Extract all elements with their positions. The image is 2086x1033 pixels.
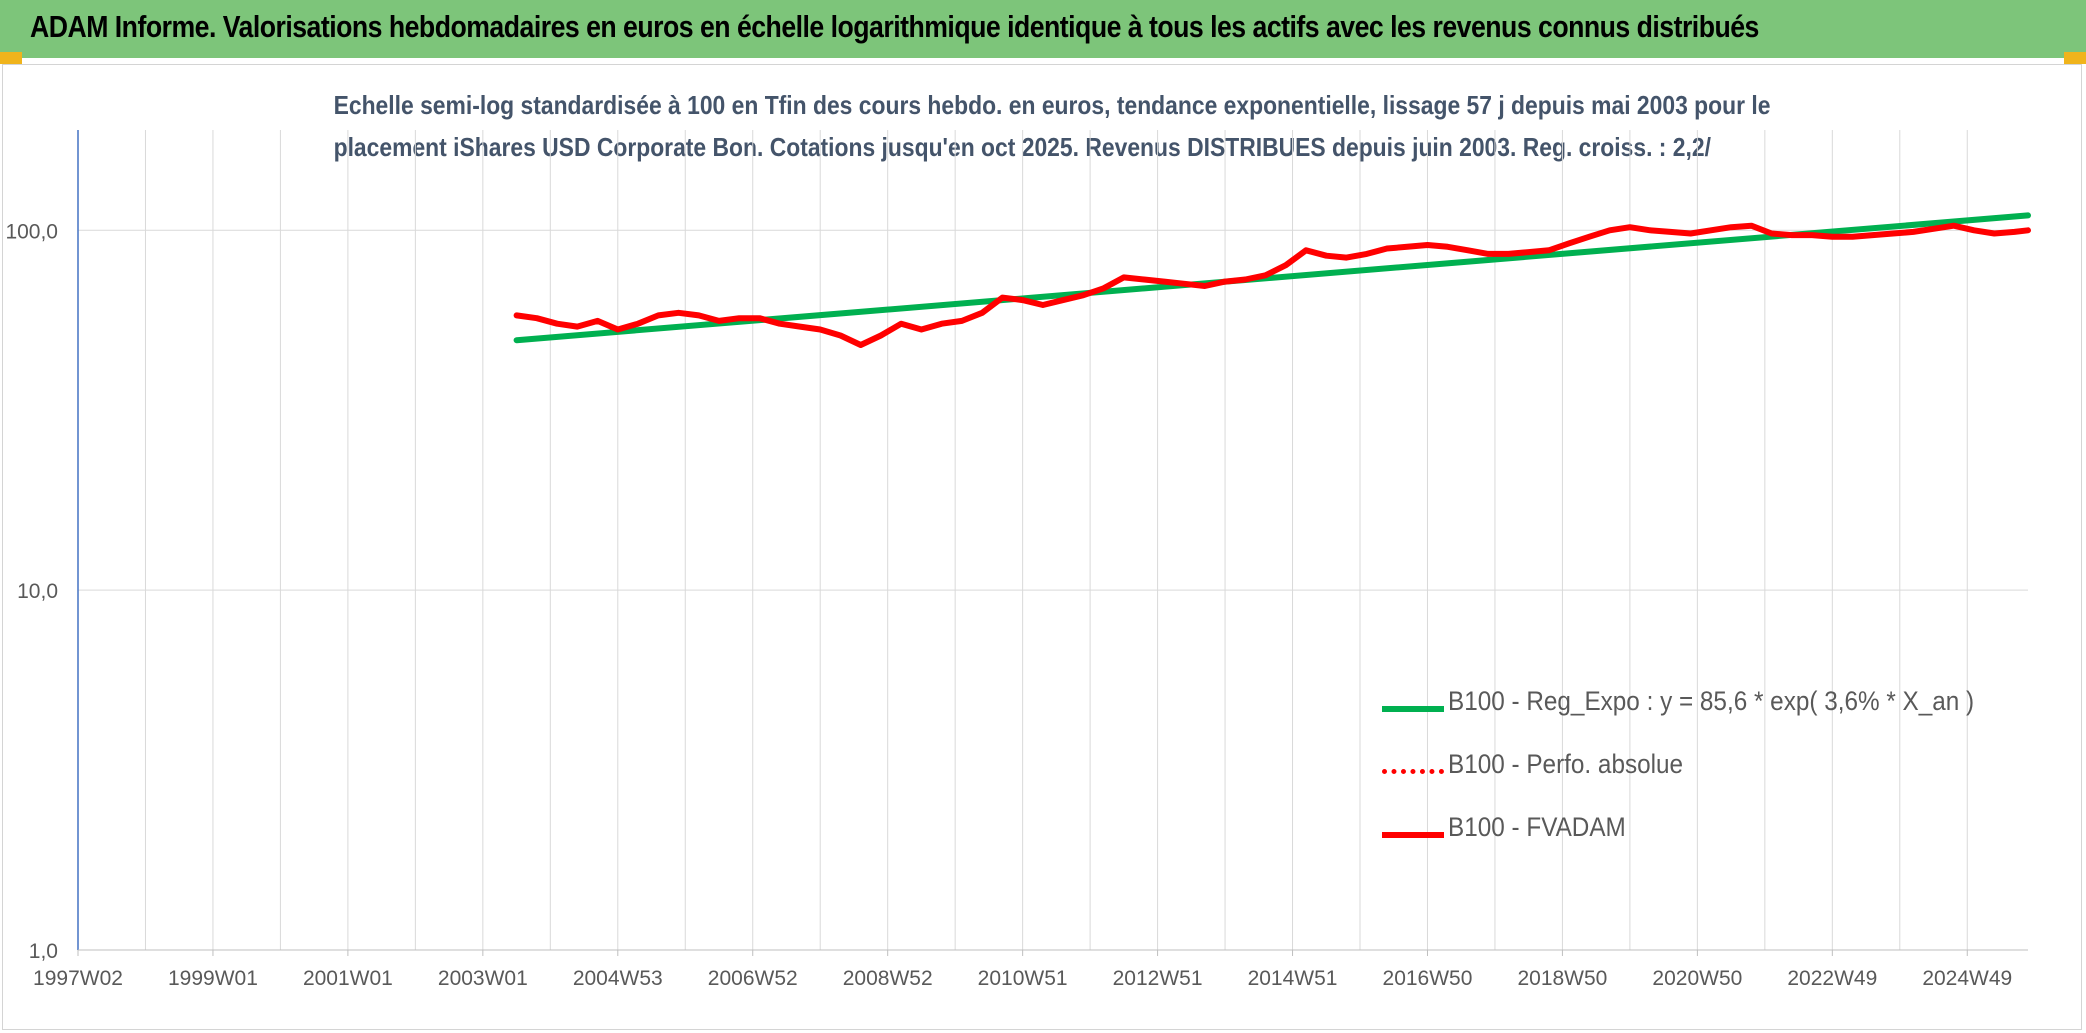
x-tick-label: 2010W51 [978, 967, 1068, 990]
x-tick-label: 2024W49 [1922, 967, 2012, 990]
chart-subtitle-line-1: Echelle semi-log standardisée à 100 en T… [333, 90, 1771, 120]
corner-marker-right [2064, 52, 2086, 64]
legend-swatch-perfo-absolue [1382, 769, 1444, 774]
x-tick-label: 1997W02 [33, 967, 123, 990]
x-tick-label: 1999W01 [168, 967, 258, 990]
x-tick-label: 2014W51 [1248, 967, 1338, 990]
series-line-2 [513, 222, 2031, 348]
legend-swatch-regression [1382, 706, 1444, 712]
x-tick-label: 2012W51 [1113, 967, 1203, 990]
legend-swatch-fvadam [1382, 832, 1444, 838]
y-tick-label: 10,0 [17, 580, 58, 603]
legend-label-regression: B100 - Reg_Expo : y = 85,6 * exp( 3,6% *… [1448, 686, 1975, 716]
legend-label-perfo-absolue: B100 - Perfo. absolue [1448, 749, 1684, 779]
legend-label-fvadam: B100 - FVADAM [1448, 812, 1626, 842]
page-title: ADAM Informe. Valorisations hebdomadaire… [30, 9, 1759, 44]
x-tick-label: 2008W52 [843, 967, 933, 990]
x-tick-label: 2018W50 [1517, 967, 1607, 990]
x-tick-label: 2016W50 [1383, 967, 1473, 990]
x-tick-label: 2004W53 [573, 967, 663, 990]
corner-marker-left [0, 52, 22, 64]
y-tick-label: 1,0 [29, 940, 58, 963]
x-tick-label: 2001W01 [303, 967, 393, 990]
x-tick-label: 2020W50 [1652, 967, 1742, 990]
x-tick-label: 2022W49 [1787, 967, 1877, 990]
chart-frame [2, 64, 2082, 1030]
y-tick-label: 100,0 [5, 220, 58, 243]
x-tick-label: 2006W52 [708, 967, 798, 990]
x-tick-label: 2003W01 [438, 967, 528, 990]
header-bar: ADAM Informe. Valorisations hebdomadaire… [0, 0, 2086, 58]
